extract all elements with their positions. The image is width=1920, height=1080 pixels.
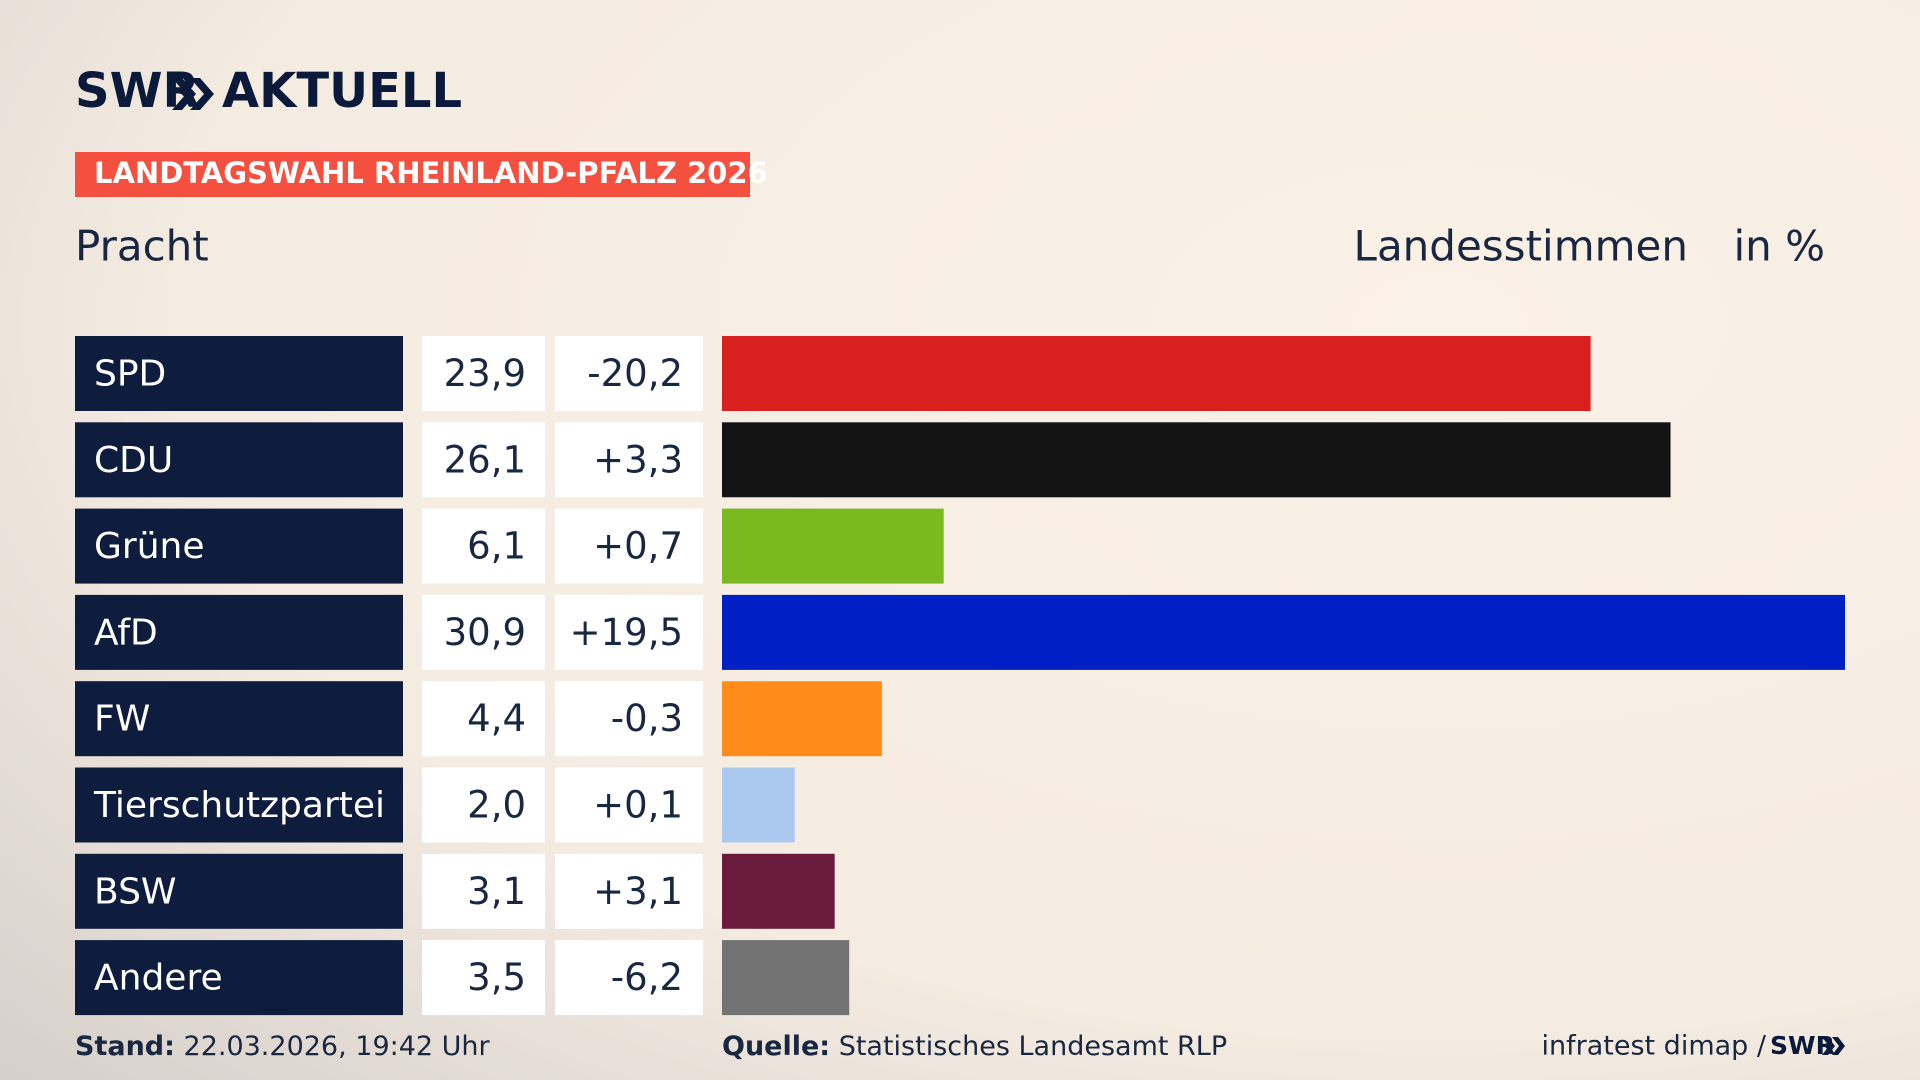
value-box xyxy=(422,681,545,757)
value-label: 23,9 xyxy=(444,352,526,395)
change-box xyxy=(555,681,703,757)
brand-chevrons xyxy=(172,78,214,110)
change-box xyxy=(555,422,703,498)
credit-chevrons xyxy=(1822,1037,1845,1055)
change-box xyxy=(555,767,703,843)
brand-name: SWR xyxy=(75,63,199,119)
party-box xyxy=(75,853,403,929)
party-name: Tierschutzpartei xyxy=(93,785,385,826)
value-label: 2,0 xyxy=(467,784,526,827)
credit-brand: SWR xyxy=(1770,1031,1835,1060)
measure: Landesstimmen xyxy=(1354,222,1688,271)
party-name: Andere xyxy=(94,958,223,999)
change-label: +3,3 xyxy=(593,438,683,481)
party-box xyxy=(75,508,403,584)
change-label: -0,3 xyxy=(611,697,683,740)
value-box xyxy=(422,336,545,411)
change-label: +3,1 xyxy=(593,870,683,913)
change-box xyxy=(555,336,703,411)
brand-section: AKTUELL xyxy=(222,63,462,119)
change-label: -6,2 xyxy=(611,956,683,999)
bar xyxy=(722,422,1671,498)
party-name: CDU xyxy=(94,440,173,481)
bar xyxy=(722,853,835,929)
party-name: BSW xyxy=(94,871,177,912)
footer-stand: Stand: 22.03.2026, 19:42 Uhr xyxy=(75,1031,491,1062)
value-box xyxy=(422,422,545,498)
bar xyxy=(722,508,944,584)
change-box xyxy=(555,853,703,929)
value-label: 6,1 xyxy=(467,525,526,568)
party-box xyxy=(75,681,403,757)
party-box xyxy=(75,940,403,1016)
value-box xyxy=(422,853,545,929)
change-box xyxy=(555,508,703,584)
value-box xyxy=(422,767,545,843)
chart-title: LANDTAGSWAHL RHEINLAND-PFALZ 2026 xyxy=(94,156,768,190)
change-box xyxy=(555,594,703,670)
value-label: 3,1 xyxy=(467,870,526,913)
value-label: 30,9 xyxy=(444,611,526,654)
party-name: AfD xyxy=(94,612,158,653)
change-label: +0,1 xyxy=(593,784,683,827)
bar xyxy=(722,336,1591,411)
credit: infratest dimap / xyxy=(1541,1031,1766,1062)
bar xyxy=(722,940,850,1016)
party-name: SPD xyxy=(94,354,166,395)
footer-source: Quelle: Statistisches Landesamt RLP xyxy=(722,1031,1227,1062)
change-label: +0,7 xyxy=(593,525,683,568)
change-label: -20,2 xyxy=(587,352,683,395)
source-label: Quelle: xyxy=(722,1031,830,1062)
value-label: 3,5 xyxy=(467,956,526,999)
party-name: FW xyxy=(94,699,150,740)
change-label: +19,5 xyxy=(570,611,683,654)
unit: in % xyxy=(1733,222,1825,271)
party-box xyxy=(75,594,403,670)
value-box xyxy=(422,940,545,1016)
party-name: Grüne xyxy=(94,526,204,567)
chart-subtitle: Pracht xyxy=(75,222,209,271)
change-box xyxy=(555,940,703,1016)
bar xyxy=(722,767,795,843)
value-box xyxy=(422,594,545,670)
party-box xyxy=(75,336,403,411)
party-box xyxy=(75,767,403,843)
source: Statistisches Landesamt RLP xyxy=(839,1031,1227,1062)
bar xyxy=(722,681,882,757)
value-box xyxy=(422,508,545,584)
value-label: 4,4 xyxy=(467,697,526,740)
title-tag xyxy=(75,152,750,197)
stand-label: Stand: xyxy=(75,1031,175,1062)
bar xyxy=(722,594,1845,670)
party-box xyxy=(75,422,403,498)
stand: 22.03.2026, 19:42 Uhr xyxy=(184,1031,491,1062)
value-label: 26,1 xyxy=(444,438,526,481)
